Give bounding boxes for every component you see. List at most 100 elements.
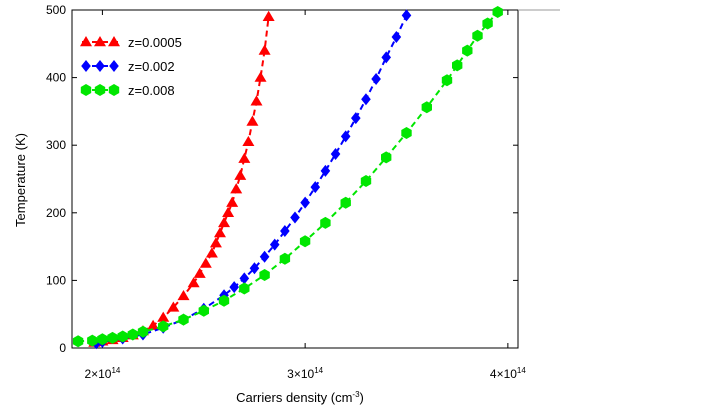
- data-point: [72, 335, 84, 348]
- data-point: [187, 277, 200, 288]
- data-point: [239, 272, 250, 285]
- data-point: [452, 59, 463, 72]
- legend-symbol: [108, 84, 120, 96]
- data-point: [421, 101, 432, 114]
- y-axis-ticks: 0 100 200 300 400 500: [46, 3, 518, 355]
- legend-symbol: [81, 60, 91, 72]
- y-axis-title: Temperature (K): [13, 133, 28, 227]
- legend-label-1: z=0.002: [128, 59, 175, 74]
- y-tick-label: 300: [46, 138, 66, 152]
- data-point: [290, 211, 300, 224]
- data-point: [462, 44, 473, 57]
- data-point: [234, 169, 247, 180]
- data-point: [178, 313, 189, 326]
- data-point: [361, 93, 371, 106]
- data-point: [351, 112, 361, 125]
- legend-label-0: z=0.0005: [128, 35, 182, 50]
- data-point: [381, 151, 392, 164]
- data-point: [259, 269, 270, 281]
- data-point: [226, 196, 239, 207]
- x-tick-label: 4×1014: [490, 366, 526, 381]
- legend-label-2: z=0.008: [128, 83, 175, 98]
- y-tick-label: 100: [46, 273, 66, 287]
- data-point: [127, 328, 138, 341]
- legend-symbol: [109, 60, 119, 72]
- data-point: [198, 304, 209, 317]
- data-point: [340, 130, 351, 143]
- data-point: [280, 225, 290, 238]
- data-point: [300, 196, 310, 209]
- data-point: [107, 331, 118, 344]
- plot-frame: [71, 9, 519, 349]
- data-point: [259, 250, 270, 263]
- data-point: [320, 216, 331, 229]
- data-point: [258, 44, 271, 55]
- data-point: [482, 17, 493, 30]
- data-point: [209, 237, 222, 248]
- data-point: [157, 311, 170, 322]
- data-point: [254, 71, 267, 82]
- data-point: [262, 10, 275, 21]
- data-point: [360, 175, 372, 187]
- data-point: [229, 281, 239, 294]
- data-point: [97, 333, 108, 346]
- data-point: [230, 183, 243, 194]
- series-layer: [72, 6, 503, 350]
- legend-marker-hexagon: [80, 84, 120, 96]
- data-point: [158, 320, 169, 333]
- legend-symbol: [94, 36, 106, 47]
- y-tick-label: 0: [59, 341, 66, 355]
- data-point: [472, 29, 483, 42]
- legend-marker-triangle: [80, 36, 120, 47]
- data-point: [222, 206, 235, 217]
- data-point: [239, 282, 250, 295]
- legend: z=0.0005 z=0.002 z=0.008: [80, 35, 182, 98]
- data-point: [371, 72, 381, 85]
- legend-symbol: [80, 84, 92, 96]
- data-point: [340, 196, 351, 209]
- data-point: [310, 181, 321, 194]
- data-point: [218, 216, 231, 228]
- legend-symbol: [95, 60, 105, 72]
- data-point: [279, 252, 291, 265]
- data-point: [249, 262, 260, 275]
- data-point: [441, 74, 453, 87]
- data-point: [330, 147, 341, 160]
- data-point: [218, 294, 230, 307]
- legend-marker-diamond: [81, 60, 119, 72]
- data-point: [193, 267, 206, 278]
- data-point: [213, 227, 226, 238]
- data-point: [391, 31, 402, 44]
- data-point: [246, 115, 259, 126]
- data-point: [147, 319, 160, 330]
- x-axis-title: Carriers density (cm-3): [236, 390, 364, 405]
- legend-entry-2: z=0.008: [80, 83, 175, 98]
- legend-symbol: [80, 36, 92, 47]
- data-point: [87, 334, 98, 347]
- x-tick-label: 2×1014: [84, 366, 120, 381]
- data-point: [177, 289, 190, 301]
- data-point: [242, 135, 255, 147]
- series-z=0.0005: [88, 10, 275, 347]
- data-point: [250, 95, 263, 106]
- legend-symbol: [94, 84, 106, 96]
- data-point: [238, 152, 251, 163]
- data-point: [320, 164, 331, 177]
- legend-entry-1: z=0.002: [81, 59, 175, 74]
- data-point: [269, 238, 280, 251]
- y-tick-label: 400: [46, 71, 66, 85]
- data-point: [167, 301, 180, 312]
- x-tick-label: 3×1014: [287, 366, 323, 381]
- data-point: [199, 257, 212, 268]
- series-line: [78, 11, 499, 343]
- legend-symbol: [108, 36, 120, 47]
- x-axis-ticks: 2×1014 3×1014 4×1014: [84, 10, 526, 381]
- data-point: [401, 9, 412, 22]
- data-point: [299, 235, 311, 248]
- data-point: [205, 247, 218, 258]
- data-point: [401, 127, 412, 139]
- legend-entry-0: z=0.0005: [80, 35, 182, 50]
- data-point: [117, 330, 128, 343]
- data-point: [137, 325, 149, 338]
